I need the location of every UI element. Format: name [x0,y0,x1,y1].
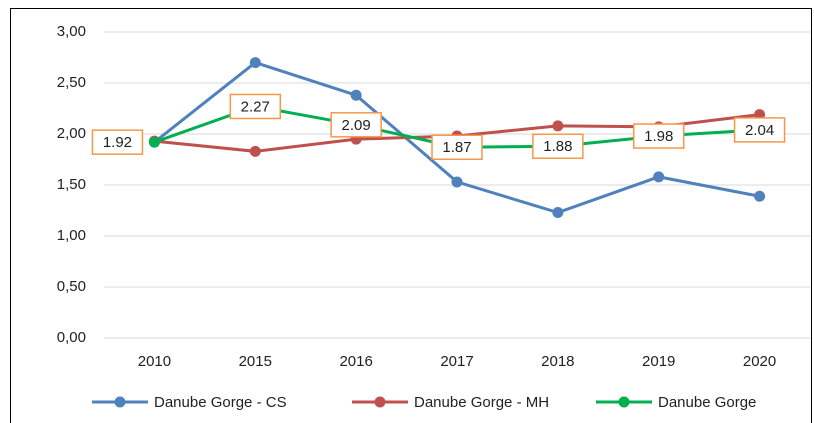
y-tick-label: 3,00 [57,23,86,40]
data-label: 2.27 [241,98,270,115]
legend-marker [374,396,386,408]
data-label-box [229,93,282,120]
x-tick-label: 2016 [339,353,372,370]
y-tick-label: 1,50 [57,176,86,193]
data-label: 1.92 [103,134,132,151]
y-tick-label: 2,00 [57,125,86,142]
data-label-box [532,133,584,159]
point [754,190,766,202]
legend-label: Danube Gorge [658,394,756,411]
point [653,171,665,183]
x-tick-label: 2017 [440,353,473,370]
point [249,145,261,157]
y-tick-label: 2,50 [57,74,86,91]
x-tick-label: 2020 [743,353,776,370]
point [552,120,564,132]
x-tick-label: 2015 [239,353,272,370]
legend-label: Danube Gorge - MH [414,394,549,411]
legend-label: Danube Gorge - CS [154,394,287,411]
data-label: 2.09 [342,117,371,134]
data-label: 1.87 [442,139,471,156]
x-tick-label: 2010 [138,353,171,370]
point [249,57,261,69]
data-label-box [91,129,144,155]
data-label: 1.98 [644,128,673,145]
point [148,136,160,148]
x-tick-label: 2018 [541,353,574,370]
data-label-box [632,123,685,149]
point [350,89,362,101]
y-tick-label: 1,00 [57,227,86,244]
legend-marker [618,396,630,408]
legend-marker [114,396,126,408]
data-label: 1.88 [543,138,572,155]
y-tick-label: 0,50 [57,278,86,295]
point [552,207,564,219]
y-tick-label: 0,00 [57,329,86,346]
data-label: 2.04 [745,122,774,139]
data-label-box [733,117,786,143]
data-label-box [431,134,483,161]
point [451,176,463,188]
chart-frame [10,8,812,423]
data-label-box [330,112,382,138]
x-tick-label: 2019 [642,353,675,370]
